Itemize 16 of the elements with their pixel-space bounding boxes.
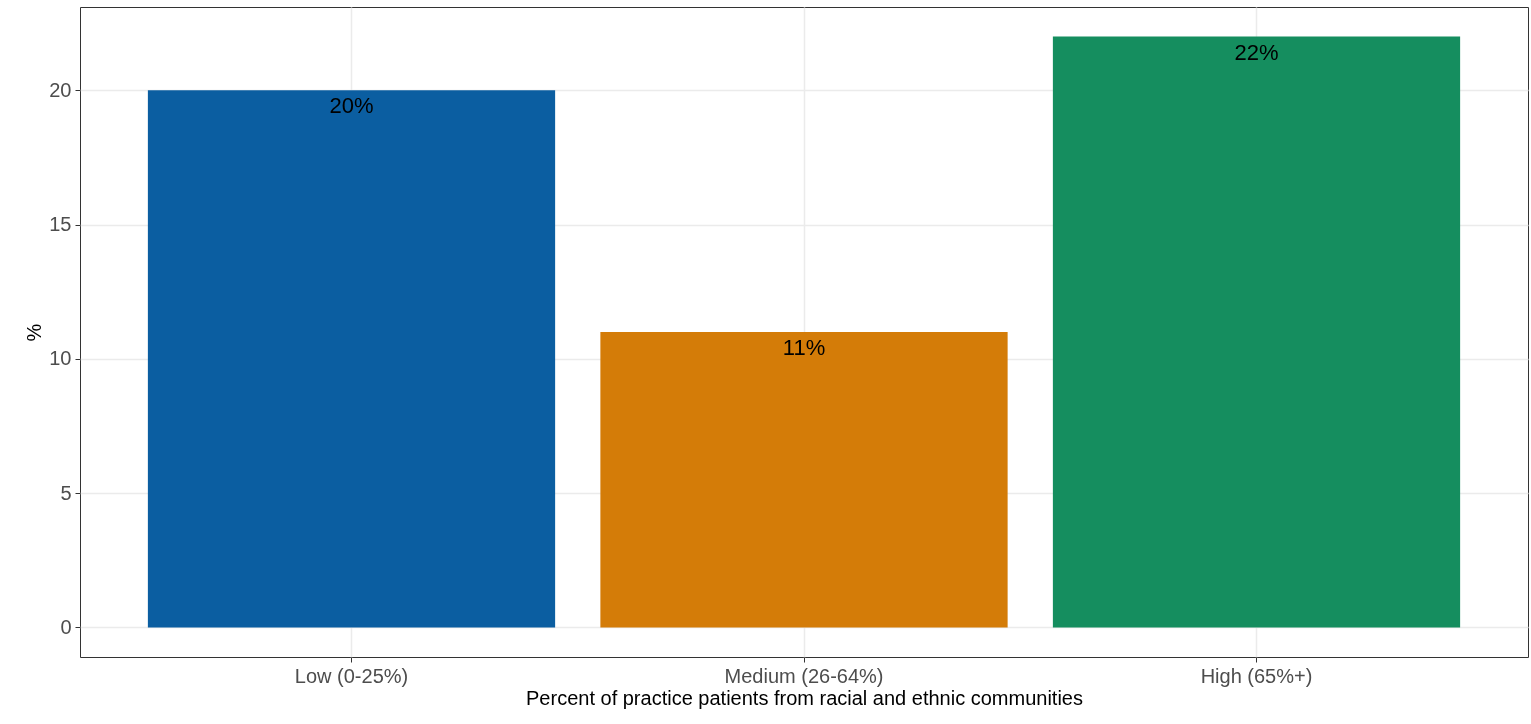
bar [1052, 36, 1461, 628]
x-tick-label: Low (0-25%) [294, 664, 409, 687]
y-axis-title: % [23, 323, 46, 342]
data-label: 20% [329, 93, 374, 119]
x-axis-title: Percent of practice patients from racial and ethnic communities [526, 686, 1083, 709]
bar [147, 90, 556, 628]
data-label: 22% [1234, 39, 1279, 65]
y-tick-label: 0 [60, 615, 72, 638]
y-tick-label: 5 [60, 481, 72, 504]
x-tick-label: Medium (26-64%) [724, 664, 884, 687]
y-tick-label: 10 [49, 347, 72, 370]
x-tick-label: High (65%+) [1200, 664, 1313, 687]
y-tick-label: 20 [49, 78, 72, 101]
y-tick-label: 15 [49, 213, 72, 236]
bar [600, 332, 1008, 628]
data-label: 11% [782, 335, 826, 360]
